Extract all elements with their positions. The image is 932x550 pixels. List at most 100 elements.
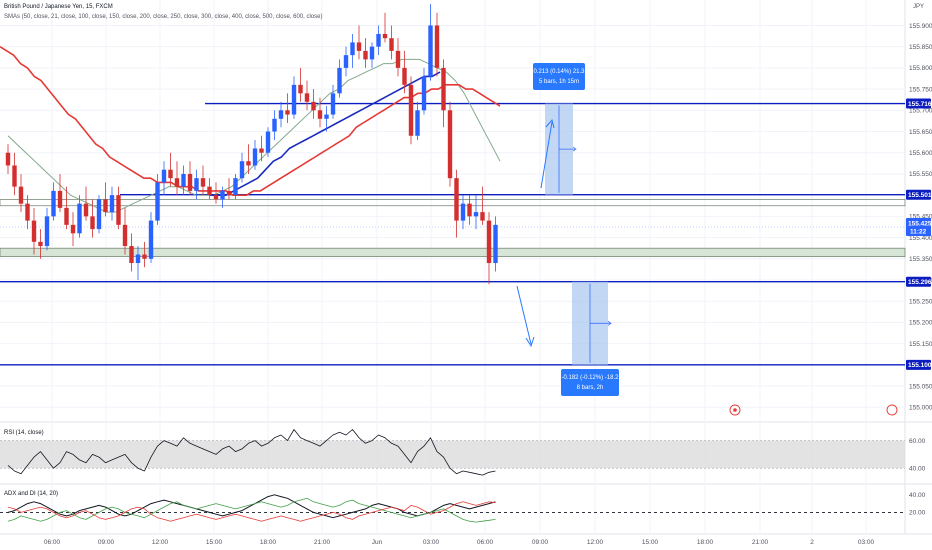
down-arrow [516,285,532,345]
position-label-box [533,63,585,90]
price-tick-label: 155.550 [909,171,932,178]
current-price-tag-text: 155.425 [908,220,932,227]
bullish-candle [265,131,271,153]
bearish-candle [18,186,24,204]
bearish-candle [395,50,401,68]
price-tick-label: 155.150 [909,341,932,348]
bearish-candle [122,224,128,247]
event-marker-icon-dot [733,408,737,412]
adx-legend[interactable]: ADX and DI (14, 20) [4,491,59,497]
level-price-tag [906,359,931,370]
bearish-candle [226,190,232,196]
up-arrow-head [545,118,555,129]
adx-pane[interactable] [0,494,905,523]
bearish-candle [64,207,69,225]
bearish-candle [57,190,63,208]
price-tick-label: 155.350 [909,256,932,263]
sma-green-line [7,58,501,213]
price-tick-label: 155.800 [909,65,932,72]
rsi-legend[interactable]: RSI (14, close) [4,430,44,436]
bullish-candle [324,114,329,119]
up-arrow [540,121,553,189]
currency-label: JPY [913,4,925,10]
adx-tick-label: 40.00 [909,492,926,499]
price-tick-label: 155.600 [909,150,932,157]
level-price-tag-text: 155.716 [908,101,932,108]
bearish-candle [187,173,193,191]
bullish-candle [135,254,141,264]
bullish-candle [278,110,284,119]
main-price-pane[interactable] [0,4,906,366]
bearish-candle [116,195,121,225]
di-plus-line [7,497,496,523]
bearish-candle [298,84,303,94]
adx-tick-label: 20.00 [909,510,926,517]
bearish-candle [454,178,459,221]
price-tick-label: 155.250 [909,299,932,306]
time-tick-label: 2 [810,539,814,546]
position-sublabel-text: 8 bars, 2h [577,385,604,391]
position-label-box [561,369,619,396]
time-tick-label: 03:00 [423,539,440,546]
countdown-text: 11:22 [910,228,927,235]
bullish-candle [428,25,433,77]
price-tick-label: 155.450 [909,214,932,221]
bullish-candle [194,178,199,191]
bearish-candle [31,220,37,242]
news-marker-icon [886,404,898,416]
bearish-candle [382,33,388,39]
bearish-candle [467,203,472,217]
bullish-candle [493,224,498,264]
bullish-candle [272,118,277,132]
time-tick-label: 18:00 [697,539,714,546]
position-arrow-head [607,320,612,326]
sma-blue-line [210,71,441,196]
bullish-candle [155,182,160,221]
symbol-title[interactable]: British Pound / Japanese Yen, 15, FXCM [4,4,113,10]
time-tick-label: 15:00 [642,539,659,546]
bearish-candle [402,67,407,85]
price-tick-label: 155.050 [909,383,932,390]
bullish-candle [220,190,225,200]
level-price-tag-text: 155.100 [908,362,932,369]
di-minus-line [7,501,496,522]
bullish-candle [473,212,479,217]
bearish-candle [447,110,453,179]
bullish-candle [376,33,381,47]
price-axis[interactable]: 155.900 155.850 155.800 155.750 155.700 155.6… [906,23,932,517]
rsi-pane[interactable] [0,429,905,476]
current-price-tag [906,217,931,236]
price-tick-label: 155.750 [909,86,932,93]
time-tick-label: 12:00 [152,539,169,546]
time-tick-label: 18:00 [260,539,277,546]
time-tick-label: 12:00 [587,539,604,546]
bearish-candle [12,165,17,187]
time-tick-label: 09:00 [532,539,549,546]
bearish-candle [304,93,310,102]
bullish-candle [415,110,420,136]
bullish-candle [350,42,355,56]
position-label-text: -0.182 (-0.12%) -18.2 [561,375,619,381]
bearish-candle [356,42,362,51]
time-axis[interactable]: 06:00 09:00 12:00 15:00 18:00 21:00 Jun 03:00 06… [44,539,875,546]
sma-legend[interactable]: SMAs (50, close, 21, close, 100, close, … [4,14,323,20]
price-tick-label: 155.650 [909,129,932,136]
bullish-candle [44,216,50,247]
bearish-candle [480,212,485,221]
bullish-candle [233,178,238,196]
position-label-text: 0.213 (0.14%) 21.3 [533,69,585,75]
level-price-tag-text: 155.501 [908,192,932,199]
bearish-candle [434,25,440,68]
bearish-candle [213,195,219,200]
bearish-candle [174,178,180,187]
bearish-candle [5,152,11,166]
bearish-candle [441,67,446,111]
bullish-candle [460,203,466,221]
bullish-candle [77,203,82,234]
bearish-candle [311,101,316,111]
bullish-candle [109,195,115,213]
bearish-candle [285,110,290,115]
bearish-candle [103,199,108,213]
bullish-candle [239,161,245,179]
bullish-candle [96,199,102,230]
